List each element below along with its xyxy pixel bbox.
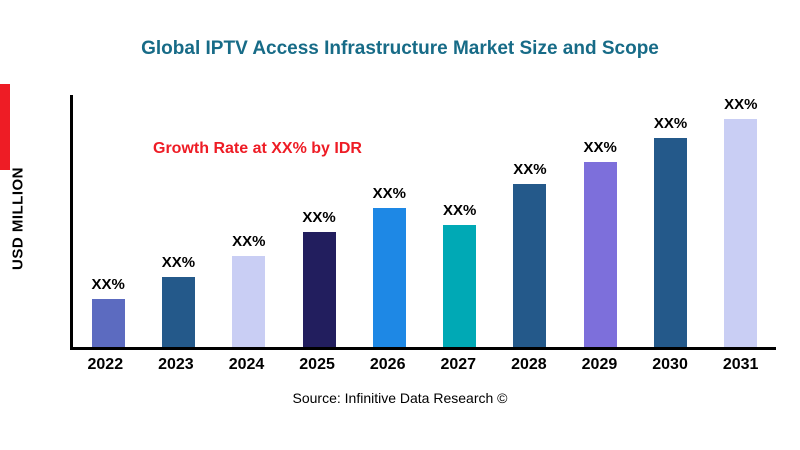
x-tick-2026: 2026: [369, 356, 406, 373]
x-axis-labels: 2022 2023 2024 2025 2026 2027 2028 2029 2030 2031: [70, 356, 776, 374]
bar-value-label-2028: XX%: [513, 160, 547, 178]
x-tick-2029: 2029: [581, 356, 618, 373]
x-tick-2024: 2024: [228, 356, 265, 373]
bar-group-2025: XX%: [284, 95, 354, 347]
x-tick-2030: 2030: [652, 356, 688, 373]
bar-group-2029: XX%: [565, 95, 635, 347]
bar-value-label-2031: XX%: [724, 96, 758, 113]
bar-group-2030: XX%: [635, 95, 705, 347]
chart-title: Global IPTV Access Infrastructure Market…: [141, 38, 659, 59]
bar-group-2027: XX%: [424, 95, 494, 347]
bar-2030: [654, 138, 688, 347]
bar-group-2026: XX%: [354, 95, 424, 347]
bar-2025: [302, 231, 336, 347]
bar-group-2028: XX%: [495, 95, 565, 347]
bar-value-label-2030: XX%: [653, 115, 688, 133]
bar-value-label-2023: XX%: [161, 254, 196, 272]
bar-2026: [372, 207, 406, 347]
bar-2023: [161, 277, 195, 347]
bar-2028: [513, 183, 547, 347]
source-text: Source: Infinitive Data Research ©: [292, 390, 508, 406]
bar-2027: [443, 224, 477, 347]
bar-2031: [724, 119, 758, 347]
x-tick-2025: 2025: [299, 356, 335, 373]
x-tick-2023: 2023: [158, 356, 194, 373]
x-tick-2028: 2028: [511, 356, 547, 373]
red-accent-bar: [0, 84, 10, 170]
plot-area: Growth Rate at XX% by IDR XX% XX% XX% XX% XX…: [70, 95, 776, 350]
bar-group-2031: XX%: [706, 95, 776, 347]
x-tick-2027: 2027: [440, 356, 477, 373]
bar-group-2024: XX%: [214, 95, 284, 347]
bars: XX% XX% XX% XX% XX% XX% XX% XX% XX% XX%: [73, 95, 776, 347]
bar-2029: [583, 162, 617, 347]
bar-group-2022: XX%: [73, 95, 143, 347]
bar-2022: [91, 299, 125, 347]
x-tick-2031: 2031: [722, 356, 759, 373]
bar-value-label-2027: XX%: [442, 201, 477, 219]
bar-2024: [232, 255, 266, 347]
growth-rate-annotation: Growth Rate at XX% by IDR: [153, 140, 362, 157]
x-tick-2022: 2022: [87, 356, 124, 373]
bar-value-label-2022: XX%: [91, 276, 125, 293]
bar-value-label-2024: XX%: [232, 232, 266, 250]
bar-value-label-2029: XX%: [583, 139, 617, 157]
y-axis-label: USD MILLION: [9, 167, 27, 270]
bar-value-label-2025: XX%: [302, 208, 336, 226]
bar-group-2023: XX%: [143, 95, 213, 347]
bar-value-label-2026: XX%: [372, 184, 407, 202]
